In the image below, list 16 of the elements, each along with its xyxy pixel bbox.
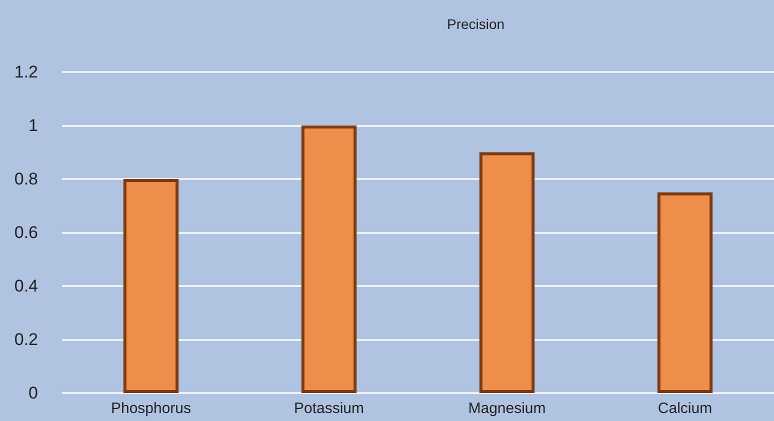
bar [657,192,713,393]
x-tick-label: Phosphorus [110,400,192,417]
y-tick-label: 0.6 [14,223,38,242]
bar [123,179,179,393]
y-tick-label: 0.8 [14,170,38,188]
y-tick-label: 0.2 [14,330,38,349]
chart-title: Precision [447,16,505,32]
y-tick-label: 0 [28,384,38,402]
bar [479,152,535,393]
y-tick-label: 1.2 [14,62,38,82]
bar [301,126,357,393]
x-tick-label: Calcium [658,400,712,417]
x-tick-label: Potassium [294,400,364,417]
y-tick-label: 0.4 [14,276,38,296]
x-tick-label: Magnesium [468,400,546,417]
y-tick-label: 1 [28,116,38,135]
